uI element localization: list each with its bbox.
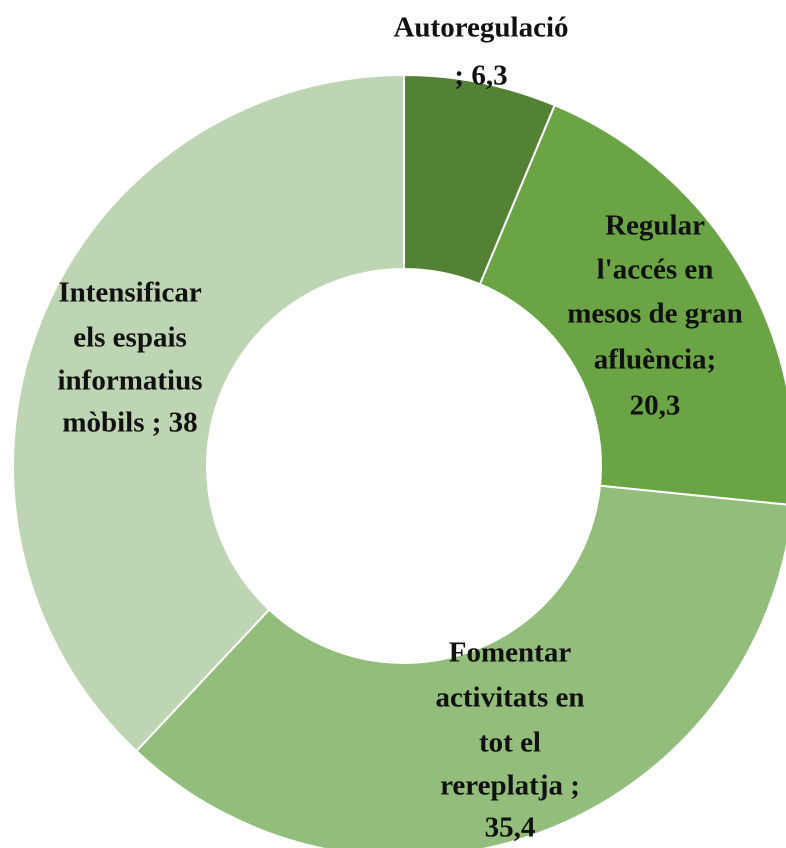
data-label: els espais <box>73 322 187 354</box>
data-label: l'accés en <box>597 254 714 286</box>
data-label: rereplatja ; <box>440 770 580 802</box>
data-label: tot el <box>479 727 541 759</box>
data-label: afluència; <box>594 344 716 376</box>
data-label: informatius <box>58 365 203 397</box>
data-label: activitats en <box>436 682 585 714</box>
data-label: Intensificar <box>58 277 202 309</box>
data-label: Fomentar <box>449 637 572 669</box>
donut-segment <box>12 73 405 753</box>
data-label: mòbils ; 38 <box>62 407 197 439</box>
donut-segment <box>478 103 786 506</box>
data-label: 20,3 <box>630 390 681 422</box>
data-label: 35,4 <box>485 812 536 844</box>
donut-segment <box>134 484 786 848</box>
data-label: ; 6,3 <box>454 60 507 92</box>
data-label: Regular <box>605 210 705 242</box>
data-label: Autoregulació <box>393 12 568 44</box>
data-label: mesos de gran <box>567 298 743 330</box>
